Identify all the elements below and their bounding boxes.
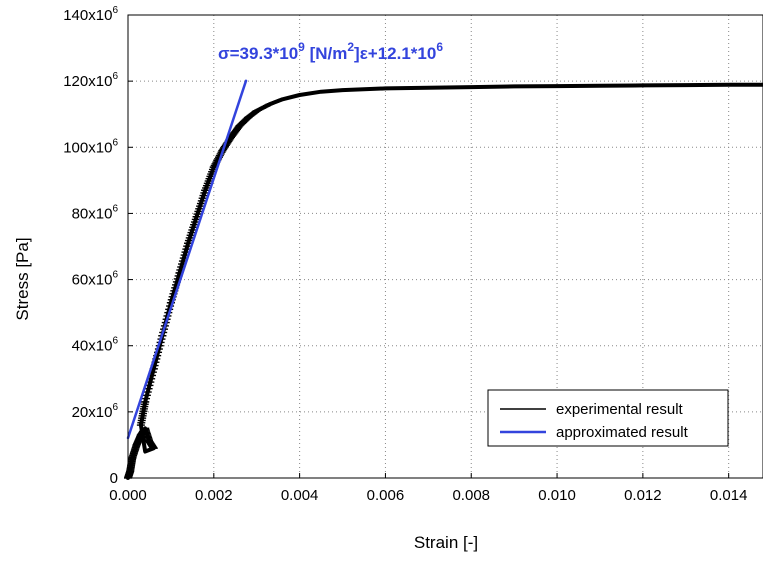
equation-prefix: σ=39.3*10 (218, 44, 298, 63)
y-tick-label: 100x106 (63, 137, 118, 156)
y-tick-label: 40x106 (72, 336, 119, 355)
x-tick-label: 0.002 (195, 487, 233, 504)
y-tick-label: 0 (110, 470, 118, 487)
x-axis-label: Strain [-] (414, 533, 478, 552)
x-tick-label: 0.006 (367, 487, 405, 504)
y-tick-label-base: 20x10 (72, 404, 113, 421)
plot-frame (127, 14, 763, 479)
x-tick-label: 0.012 (624, 487, 662, 504)
y-tick-label: 20x106 (72, 402, 119, 421)
y-tick-label-exponent: 6 (112, 5, 118, 16)
y-tick-label: 120x106 (63, 71, 118, 90)
equation-exp1: 9 (298, 40, 305, 54)
y-tick-label-exponent: 6 (112, 71, 118, 82)
equation-exp2: 2 (347, 40, 354, 54)
y-tick-label: 80x106 (72, 203, 119, 222)
y-tick-label-exponent: 6 (112, 270, 118, 281)
x-tick-label: 0.010 (538, 487, 576, 504)
x-tick-label: 0.000 (109, 487, 147, 504)
legend-label-approximated: approximated result (556, 424, 689, 441)
x-tick-label: 0.014 (710, 487, 748, 504)
y-tick-label-exponent: 6 (112, 336, 118, 347)
series-layer (124, 79, 763, 480)
y-tick-label-exponent: 6 (112, 203, 118, 214)
y-tick-label-base: 40x10 (72, 338, 113, 355)
tick-layer: 0.000 0.002 0.004 0.006 0.008 0.010 0.012 0.014… (63, 5, 747, 504)
regression-equation: σ=39.3*109 [N/m2]ε+12.1*106 (218, 40, 443, 63)
plot-border (127, 14, 763, 479)
y-tick-label-base: 100x10 (63, 139, 112, 156)
series-line-approximated (126, 79, 248, 440)
y-axis-label: Stress [Pa] (13, 237, 32, 320)
y-tick-label-base: 120x10 (63, 73, 112, 90)
legend: experimental result approximated result (487, 389, 729, 447)
y-tick-label-exponent: 6 (112, 402, 118, 413)
equation-middle: [N/m (305, 44, 348, 63)
equation-exp3: 6 (436, 40, 443, 54)
y-tick-label: 60x106 (72, 270, 119, 289)
y-tick-label-base: 140x10 (63, 7, 112, 24)
x-tick-label: 0.004 (281, 487, 319, 504)
equation-suffix: ]ε+12.1*10 (354, 44, 436, 63)
legend-box (487, 389, 729, 447)
y-tick-label-base: 0 (110, 470, 118, 487)
x-tick-label: 0.008 (452, 487, 490, 504)
y-tick-label-base: 80x10 (72, 205, 113, 222)
y-tick-label-base: 60x10 (72, 272, 113, 289)
y-tick-label: 140x106 (63, 5, 118, 24)
y-tick-label-exponent: 6 (112, 137, 118, 148)
legend-label-experimental: experimental result (556, 401, 684, 418)
